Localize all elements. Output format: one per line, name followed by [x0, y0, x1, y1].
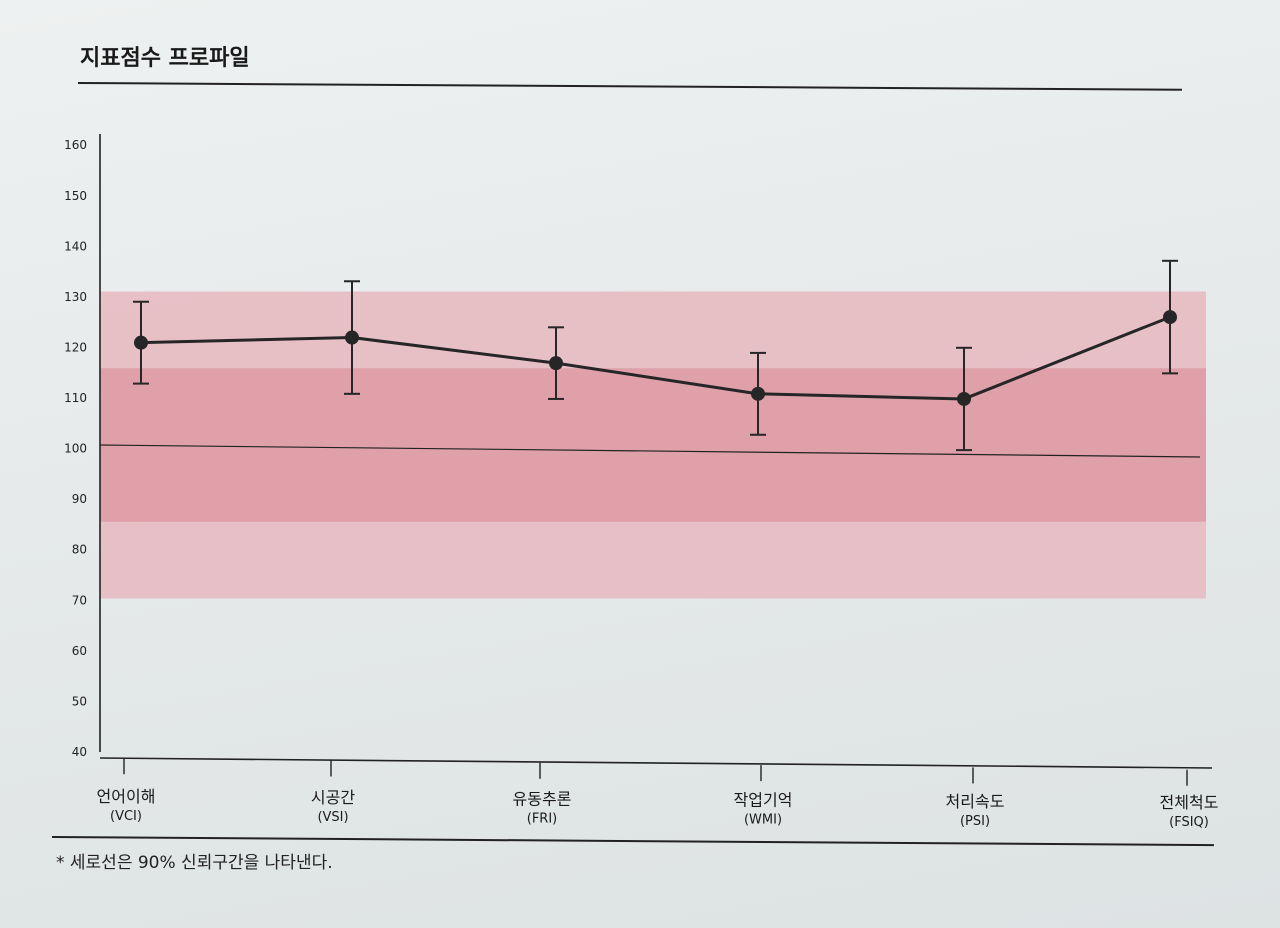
x-category-label-4: 처리속도: [946, 792, 1005, 811]
page-title: 지표점수 프로파일: [80, 46, 250, 71]
x-category-abbr-1: (VSI): [317, 810, 348, 825]
footnote: * 세로선은 90% 신뢰구간을 나타낸다.: [56, 853, 333, 873]
x-category-label-2: 유동추론: [513, 789, 572, 808]
x-category-label-3: 작업기억: [734, 791, 793, 810]
y-tick-label-80: 80: [72, 543, 87, 557]
y-tick-label-90: 90: [72, 492, 87, 506]
x-category-abbr-2: (FRI): [527, 811, 558, 826]
y-tick-label-120: 120: [64, 340, 87, 354]
data-point-0: [134, 335, 148, 350]
series-line: [140, 315, 1171, 401]
data-point-3: [751, 386, 765, 401]
x-category-label-5: 전체척도: [1160, 793, 1219, 812]
y-tick-label-60: 60: [72, 644, 87, 658]
band-85-115: [100, 368, 1206, 522]
x-category-label-1: 시공간: [311, 788, 355, 807]
x-axis-line: [99, 757, 1213, 769]
y-tick-label-150: 150: [64, 189, 87, 203]
y-tick-label-100: 100: [64, 442, 87, 456]
y-tick-label-160: 160: [64, 138, 87, 152]
x-category-abbr-5: (FSIQ): [1169, 815, 1209, 830]
y-tick-label-50: 50: [72, 694, 87, 708]
y-tick-label-40: 40: [72, 745, 87, 759]
y-tick-label-110: 110: [64, 391, 87, 405]
reference-line-100: [99, 444, 1201, 458]
data-point-2: [549, 356, 563, 371]
y-tick-label-140: 140: [64, 239, 87, 253]
x-category-abbr-4: (PSI): [960, 814, 990, 829]
x-category-label-0: 언어이해: [97, 787, 156, 806]
x-category-abbr-0: (VCI): [110, 809, 142, 824]
data-point-5: [1163, 310, 1177, 325]
y-tick-label-130: 130: [64, 290, 87, 304]
x-category-abbr-3: (WMI): [744, 813, 782, 828]
data-point-1: [345, 330, 359, 345]
data-point-4: [957, 391, 971, 406]
y-tick-label-70: 70: [72, 593, 87, 607]
